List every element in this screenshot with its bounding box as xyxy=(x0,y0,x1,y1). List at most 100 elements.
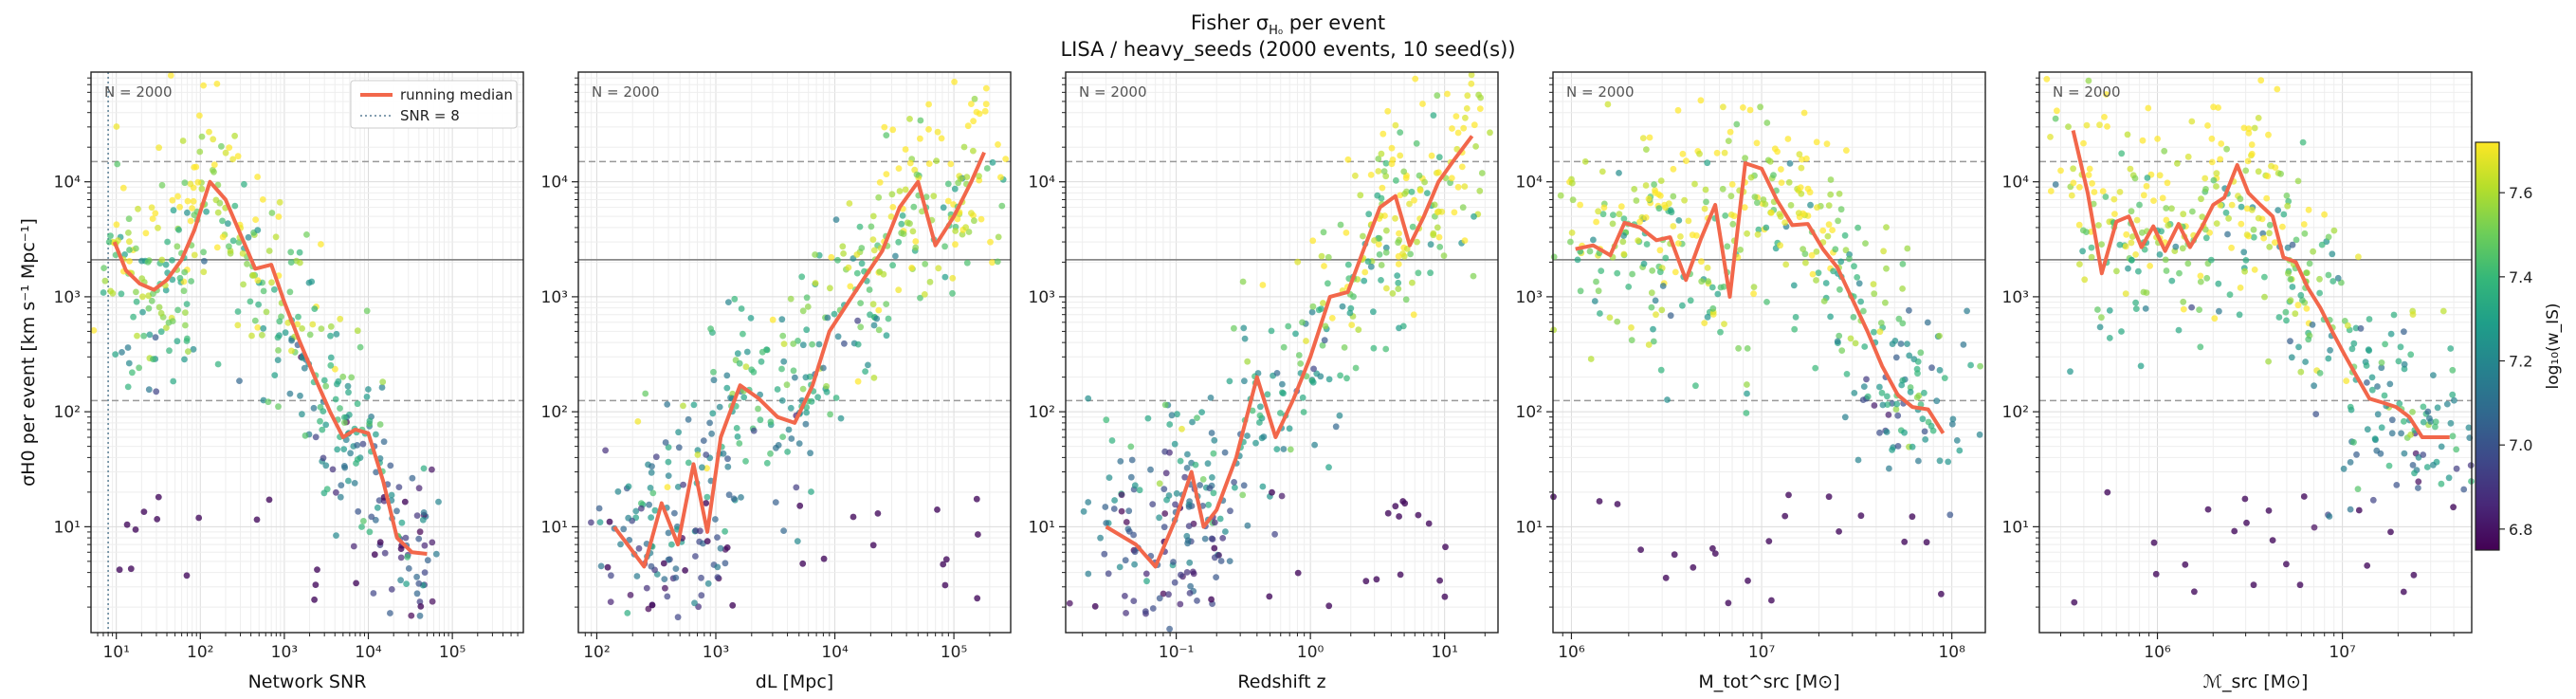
scatter-point xyxy=(627,592,634,598)
scatter-point-outlier xyxy=(1401,500,1409,507)
scatter-point xyxy=(413,590,421,598)
scatter-point xyxy=(2312,411,2320,417)
scatter-point xyxy=(254,174,261,180)
scatter-point xyxy=(1080,507,1087,515)
scatter-point xyxy=(995,233,1002,241)
scatter-point xyxy=(339,373,347,380)
scatter-point-outlier xyxy=(1294,569,1302,577)
scatter-point xyxy=(1683,157,1690,165)
scatter-point xyxy=(2240,248,2248,256)
scatter-point xyxy=(1941,375,1948,381)
scatter-point xyxy=(902,186,909,193)
scatter-point xyxy=(1427,269,1434,277)
scatter-point xyxy=(1149,605,1157,612)
scatter-point xyxy=(2310,248,2317,255)
scatter-point xyxy=(895,286,903,294)
scatter-point xyxy=(2451,396,2457,404)
scatter-point xyxy=(2163,216,2170,224)
scatter-point xyxy=(275,213,283,220)
y-tick-label: 10¹ xyxy=(1029,518,1055,537)
scatter-point xyxy=(2089,180,2096,187)
scatter-point xyxy=(1670,165,1677,173)
scatter-point xyxy=(703,451,710,458)
scatter-point xyxy=(814,394,821,401)
scatter-point xyxy=(1827,313,1834,321)
scatter-point-outlier xyxy=(1901,538,1909,545)
scatter-point xyxy=(1976,431,1983,438)
scatter-point xyxy=(1763,120,1771,126)
scatter-point xyxy=(158,256,166,264)
scatter-point xyxy=(1746,106,1754,114)
scatter-point-outlier xyxy=(1208,596,1215,603)
scatter-point xyxy=(1320,300,1326,306)
scatter-point xyxy=(1698,258,1705,266)
scatter-point xyxy=(284,319,292,326)
scatter-point xyxy=(1629,270,1635,278)
scatter-point xyxy=(2297,291,2305,299)
scatter-point xyxy=(107,287,114,295)
scatter-point xyxy=(1136,487,1143,494)
scatter-point xyxy=(1185,523,1193,529)
scatter-point-outlier xyxy=(2150,539,2158,546)
scatter-point xyxy=(1328,315,1336,322)
scatter-point xyxy=(1656,247,1664,254)
scatter-point xyxy=(2106,307,2113,314)
scatter-point xyxy=(1273,446,1281,452)
scatter-point xyxy=(2407,432,2415,438)
scatter-point xyxy=(1211,519,1218,526)
scatter-point xyxy=(1156,595,1163,602)
scatter-point xyxy=(1197,482,1203,488)
scatter-point xyxy=(1452,113,1460,120)
scatter-point xyxy=(672,574,680,581)
scatter-point xyxy=(632,507,640,515)
scatter-point xyxy=(1357,192,1364,199)
y-tick-label: 10³ xyxy=(54,288,81,307)
scatter-point xyxy=(1462,114,1469,121)
scatter-point xyxy=(2287,338,2293,345)
scatter-point xyxy=(366,528,374,536)
scatter-point xyxy=(1913,394,1921,401)
scatter-point xyxy=(327,332,334,340)
scatter-point xyxy=(1812,364,1819,372)
scatter-point xyxy=(1396,230,1402,237)
scatter-point xyxy=(869,236,877,243)
scatter-point xyxy=(875,193,883,201)
scatter-point xyxy=(1395,261,1402,267)
scatter-point-outlier xyxy=(154,516,161,523)
scatter-point xyxy=(119,184,127,192)
scatter-point-outlier xyxy=(1091,602,1099,610)
scatter-point xyxy=(2377,450,2384,457)
scatter-point xyxy=(1691,180,1698,188)
scatter-point xyxy=(1280,343,1288,351)
scatter-point xyxy=(734,433,741,440)
scatter-point xyxy=(2371,435,2379,443)
scatter-point-outlier xyxy=(312,581,320,588)
scatter-point xyxy=(2103,91,2110,98)
scatter-point xyxy=(1619,238,1627,246)
scatter-point xyxy=(917,294,923,302)
scatter-point xyxy=(2162,256,2169,264)
scatter-point xyxy=(210,161,218,169)
scatter-point xyxy=(1227,507,1233,515)
scatter-point xyxy=(2210,176,2218,184)
scatter-point xyxy=(913,171,921,178)
scatter-point xyxy=(2409,409,2416,415)
scatter-point xyxy=(837,414,845,422)
scatter-point xyxy=(1239,491,1247,499)
scatter-point xyxy=(1598,267,1605,274)
running-median-line xyxy=(612,151,986,569)
scatter-point-outlier xyxy=(1436,577,1443,584)
scatter-point-outlier xyxy=(2269,537,2276,543)
scatter-point xyxy=(772,499,779,506)
scatter-point xyxy=(200,248,208,256)
scatter-point xyxy=(1936,366,1944,374)
scatter-point xyxy=(917,117,924,124)
scatter-point xyxy=(1252,439,1259,447)
scatter-point xyxy=(1819,227,1827,234)
scatter-point xyxy=(1650,325,1656,333)
scatter-point xyxy=(982,101,990,108)
scatter-point xyxy=(1464,92,1471,100)
running-median-line xyxy=(112,179,428,556)
scatter-point xyxy=(155,304,163,311)
